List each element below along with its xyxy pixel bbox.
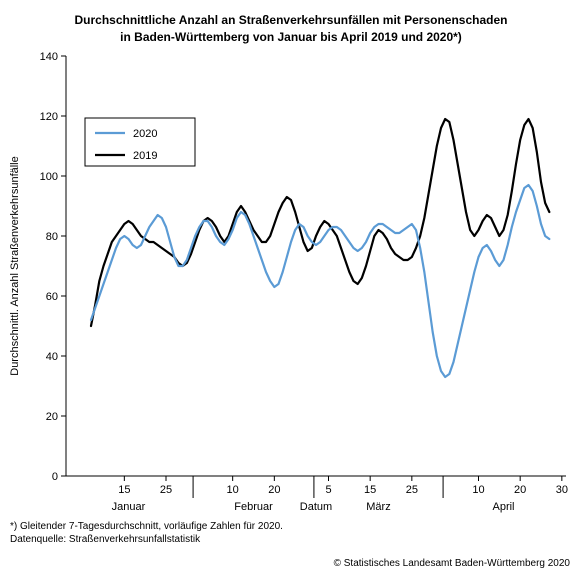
x-tick-label: 15: [118, 484, 130, 496]
x-tick-label: 10: [227, 484, 239, 496]
chart-title: Durchschnittliche Anzahl an Straßenverke…: [0, 0, 582, 46]
y-tick-label: 60: [46, 291, 58, 303]
x-tick-label: 30: [556, 484, 568, 496]
y-tick-label: 20: [46, 411, 58, 423]
x-tick-label: 5: [325, 484, 331, 496]
legend-label: 2020: [133, 128, 157, 140]
x-tick-label: 20: [268, 484, 280, 496]
y-tick-label: 80: [46, 231, 58, 243]
month-label: Januar: [112, 501, 146, 513]
y-tick-label: 140: [40, 51, 58, 63]
x-tick-label: 10: [472, 484, 484, 496]
footnote-line-1: *) Gleitender 7-Tagesdurchschnitt, vorlä…: [10, 521, 283, 532]
chart-container: Durchschnittliche Anzahl an Straßenverke…: [0, 0, 582, 577]
y-axis-label: Durchschnittl. Anzahl Straßenverkehrsunf…: [9, 156, 21, 376]
y-tick-label: 100: [40, 171, 58, 183]
title-line-1: Durchschnittliche Anzahl an Straßenverke…: [74, 13, 507, 27]
x-tick-label: 25: [406, 484, 418, 496]
footnote: *) Gleitender 7-Tagesdurchschnitt, vorlä…: [0, 516, 582, 546]
y-tick-label: 0: [52, 471, 58, 483]
x-axis-label: Datum: [300, 501, 332, 513]
month-label: April: [492, 501, 514, 513]
x-tick-label: 20: [514, 484, 526, 496]
footnote-line-2: Datenquelle: Straßenverkehrsunfallstatis…: [10, 534, 200, 545]
x-tick-label: 25: [160, 484, 172, 496]
month-label: Februar: [234, 501, 273, 513]
y-tick-label: 40: [46, 351, 58, 363]
month-label: März: [366, 501, 390, 513]
legend-label: 2019: [133, 150, 157, 162]
x-tick-label: 15: [364, 484, 376, 496]
series-2020: [91, 185, 549, 377]
title-line-2: in Baden-Württemberg von Januar bis Apri…: [120, 30, 462, 44]
copyright: © Statistisches Landesamt Baden-Württemb…: [334, 558, 570, 569]
y-tick-label: 120: [40, 111, 58, 123]
chart-svg: 0 20 40 60 80 100 120 140 15 25 10 20 5 15 25 10 20 30 Jan…: [0, 46, 582, 516]
